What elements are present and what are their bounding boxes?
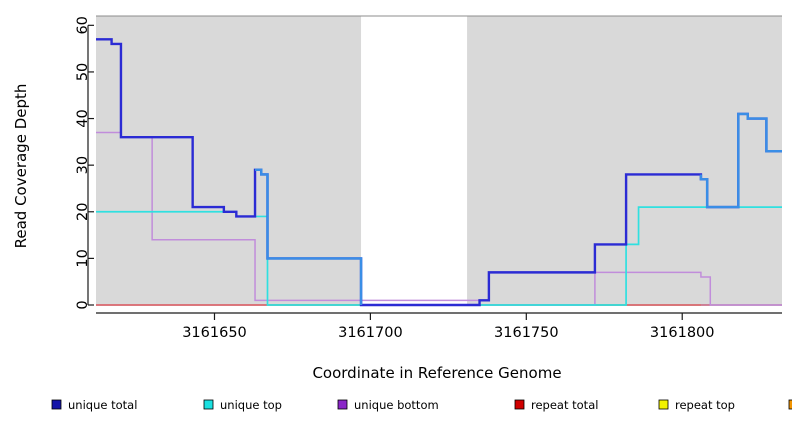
legend-item: unique bottom bbox=[337, 398, 439, 412]
legend-item: repeat top bbox=[658, 398, 735, 412]
y-tick-label: 60 bbox=[75, 16, 91, 34]
y-tick-label: 20 bbox=[75, 203, 91, 221]
legend-item: unique top bbox=[203, 398, 282, 412]
legend-label: repeat total bbox=[531, 398, 598, 412]
y-axis-label: Read Coverage Depth bbox=[12, 84, 30, 249]
legend-label: unique top bbox=[220, 398, 282, 412]
y-tick-group bbox=[88, 24, 94, 306]
legend-label: repeat top bbox=[675, 398, 735, 412]
x-tick-group bbox=[213, 313, 683, 320]
legend-item: unique total bbox=[51, 398, 137, 412]
series-line-unique-total-light bbox=[699, 112, 782, 209]
legend-swatch bbox=[658, 399, 669, 410]
legend-item: repeat bottom bbox=[788, 399, 792, 410]
legend-label: unique total bbox=[68, 398, 137, 412]
y-tick-label: 0 bbox=[75, 300, 91, 309]
legend-swatch bbox=[788, 399, 792, 410]
legend-swatch bbox=[514, 399, 525, 410]
y-tick-label: 10 bbox=[75, 249, 91, 267]
shaded-region bbox=[96, 16, 362, 305]
y-tick-label: 40 bbox=[75, 109, 91, 127]
legend-item: repeat total bbox=[514, 398, 598, 412]
x-tick-label: 3161750 bbox=[494, 325, 559, 341]
shaded-region bbox=[467, 16, 782, 305]
legend-label: unique bottom bbox=[354, 398, 439, 412]
y-tick-label: 50 bbox=[75, 63, 91, 81]
legend-swatch bbox=[337, 399, 348, 410]
series-group bbox=[96, 38, 782, 307]
axes-group bbox=[87, 24, 782, 320]
x-tick-label-group: 3161650 3161700 3161750 3161800 bbox=[182, 325, 714, 341]
x-tick-label: 3161800 bbox=[650, 325, 715, 341]
legend: unique total unique top unique bottom repea… bbox=[51, 398, 792, 412]
x-axis-label: Coordinate in Reference Genome bbox=[312, 364, 561, 382]
legend-swatch bbox=[51, 399, 62, 410]
series-line-unique-total-light bbox=[255, 168, 363, 305]
shaded-region-group bbox=[96, 15, 782, 305]
y-tick-label: 30 bbox=[75, 156, 91, 174]
x-tick-label: 3161700 bbox=[338, 325, 403, 341]
x-tick-label: 3161650 bbox=[182, 325, 247, 341]
y-tick-label-group: 0 10 20 30 40 50 60 bbox=[75, 16, 91, 310]
legend-swatch bbox=[203, 399, 214, 410]
